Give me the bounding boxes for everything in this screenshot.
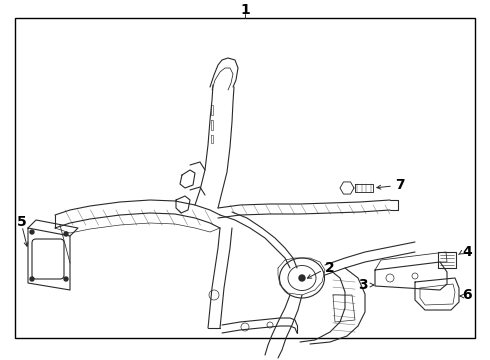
Circle shape <box>64 277 68 281</box>
Text: 4: 4 <box>462 245 472 259</box>
Bar <box>15 18 475 338</box>
Text: 6: 6 <box>462 288 471 302</box>
Text: 1: 1 <box>240 3 250 17</box>
Circle shape <box>64 232 68 236</box>
Text: 2: 2 <box>325 261 335 275</box>
Text: 5: 5 <box>17 215 27 229</box>
Text: 7: 7 <box>395 178 405 192</box>
Circle shape <box>30 230 34 234</box>
Text: 3: 3 <box>358 278 368 292</box>
Circle shape <box>30 277 34 281</box>
Circle shape <box>299 275 305 281</box>
